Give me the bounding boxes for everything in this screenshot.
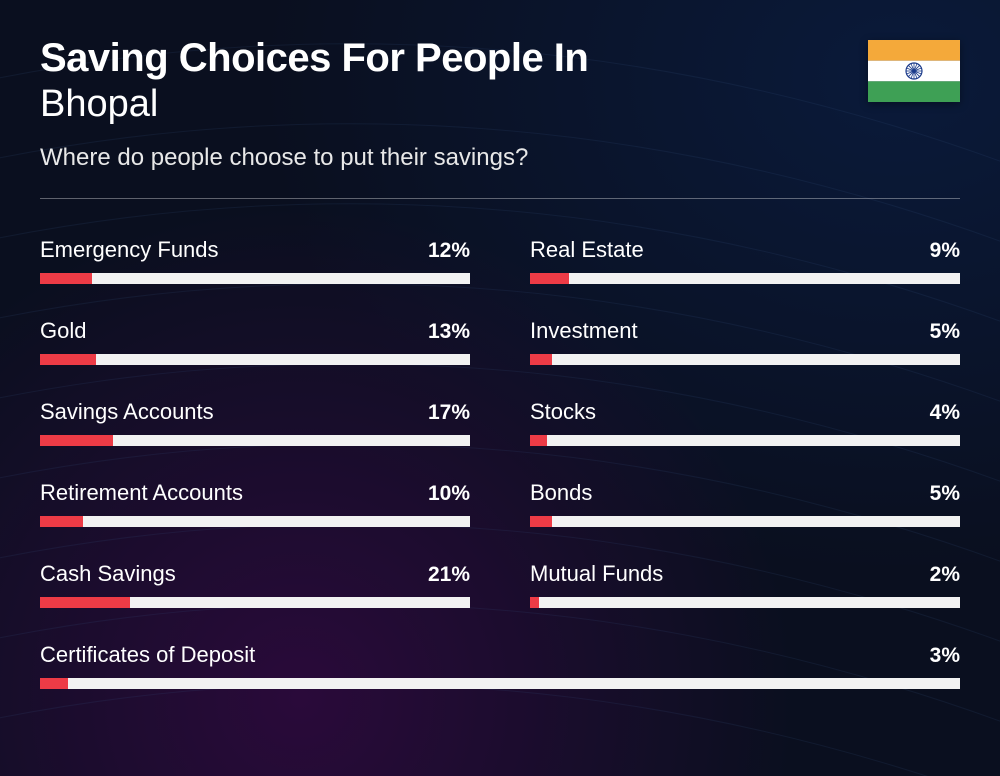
chart-grid: Emergency Funds 12% Real Estate 9% Gold 13% In… (40, 237, 960, 689)
bar-label: Cash Savings (40, 561, 176, 587)
bar-item-head: Savings Accounts 17% (40, 399, 470, 425)
bar-label: Investment (530, 318, 638, 344)
bar-track (40, 678, 960, 689)
bar-item-head: Mutual Funds 2% (530, 561, 960, 587)
bar-label: Bonds (530, 480, 592, 506)
bar-item-head: Real Estate 9% (530, 237, 960, 263)
bar-item: Stocks 4% (530, 399, 960, 446)
bar-track (530, 516, 960, 527)
bar-label: Emergency Funds (40, 237, 219, 263)
bar-track (530, 354, 960, 365)
india-flag-icon (868, 40, 960, 102)
bar-item: Retirement Accounts 10% (40, 480, 470, 527)
bar-value: 13% (428, 320, 470, 344)
bar-track (530, 435, 960, 446)
bar-fill (530, 435, 547, 446)
bar-track (40, 354, 470, 365)
bar-track (530, 273, 960, 284)
bar-value: 4% (930, 401, 960, 425)
bar-item-head: Bonds 5% (530, 480, 960, 506)
bar-item: Investment 5% (530, 318, 960, 365)
bar-label: Real Estate (530, 237, 644, 263)
bar-track (530, 597, 960, 608)
bar-track (40, 435, 470, 446)
bar-fill (40, 435, 113, 446)
bar-item: Bonds 5% (530, 480, 960, 527)
bar-value: 5% (930, 320, 960, 344)
bar-track (40, 273, 470, 284)
bar-fill (40, 678, 68, 689)
bar-item-head: Investment 5% (530, 318, 960, 344)
bar-label: Savings Accounts (40, 399, 214, 425)
bar-item: Cash Savings 21% (40, 561, 470, 608)
bar-item-head: Cash Savings 21% (40, 561, 470, 587)
bar-label: Retirement Accounts (40, 480, 243, 506)
bar-value: 9% (930, 239, 960, 263)
bar-item-head: Emergency Funds 12% (40, 237, 470, 263)
bar-label: Stocks (530, 399, 596, 425)
bar-fill (530, 516, 552, 527)
bar-value: 10% (428, 482, 470, 506)
bar-value: 5% (930, 482, 960, 506)
title-line2: Bhopal (40, 83, 960, 126)
bar-track (40, 516, 470, 527)
bar-label: Gold (40, 318, 86, 344)
header: Saving Choices For People In Bhopal Wher… (40, 36, 960, 172)
bar-item-head: Stocks 4% (530, 399, 960, 425)
bar-item: Gold 13% (40, 318, 470, 365)
bar-item: Certificates of Deposit 3% (40, 642, 960, 689)
bar-track (40, 597, 470, 608)
bar-label: Mutual Funds (530, 561, 663, 587)
subtitle: Where do people choose to put their savi… (40, 144, 960, 172)
bar-value: 3% (930, 644, 960, 668)
bar-fill (530, 597, 539, 608)
bar-fill (40, 354, 96, 365)
title-line1: Saving Choices For People In (40, 36, 960, 81)
bar-fill (530, 354, 552, 365)
bar-label: Certificates of Deposit (40, 642, 255, 668)
bar-item: Emergency Funds 12% (40, 237, 470, 284)
bar-fill (40, 516, 83, 527)
bar-value: 12% (428, 239, 470, 263)
bar-fill (530, 273, 569, 284)
bar-fill (40, 273, 92, 284)
bar-item-head: Certificates of Deposit 3% (40, 642, 960, 668)
bar-value: 17% (428, 401, 470, 425)
bar-item: Mutual Funds 2% (530, 561, 960, 608)
bar-item-head: Gold 13% (40, 318, 470, 344)
bar-item: Real Estate 9% (530, 237, 960, 284)
bar-value: 2% (930, 563, 960, 587)
bar-item-head: Retirement Accounts 10% (40, 480, 470, 506)
bar-value: 21% (428, 563, 470, 587)
divider (40, 198, 960, 199)
bar-item: Savings Accounts 17% (40, 399, 470, 446)
bar-fill (40, 597, 130, 608)
